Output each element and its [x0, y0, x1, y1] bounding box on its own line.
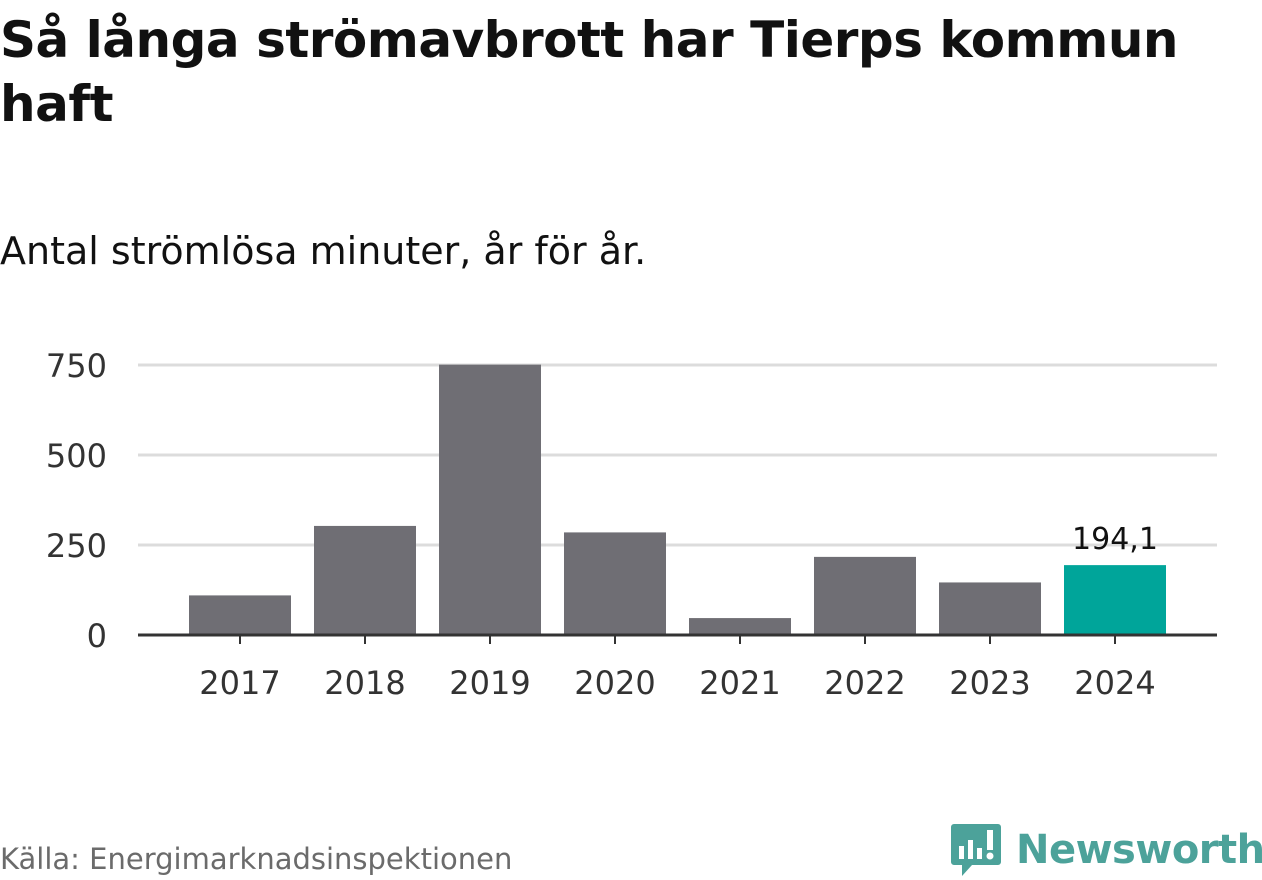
brand-name: Newsworthy	[1016, 827, 1262, 873]
x-tick-label: 2023	[949, 664, 1030, 702]
x-tick-label: 2024	[1074, 664, 1155, 702]
y-tick-label: 250	[46, 527, 107, 565]
bar-2021	[689, 618, 791, 635]
x-tick-label: 2017	[199, 664, 280, 702]
x-tick-label: 2018	[324, 664, 405, 702]
bar-2024	[1064, 565, 1166, 635]
x-tick-label: 2019	[449, 664, 530, 702]
bar-chart: 0 250 500 750 2017 2018 2019 2020 2021 2022 2023 20…	[46, 347, 1217, 702]
x-tick-label: 2020	[574, 664, 655, 702]
gridlines	[138, 363, 1217, 547]
data-label: 194,1	[1072, 522, 1158, 557]
y-tick-label: 500	[46, 437, 107, 475]
bar-2018	[314, 525, 416, 635]
x-tick-label: 2022	[824, 664, 905, 702]
source-note: Källa: Energimarknadsinspektionen	[0, 842, 513, 876]
bar-2020	[564, 532, 666, 635]
bar-2017	[189, 595, 291, 635]
bar-2023	[939, 582, 1041, 635]
y-tick-label: 750	[46, 347, 107, 385]
y-tick-label: 0	[87, 617, 107, 655]
labels: 0 250 500 750 2017 2018 2019 2020 2021 2022 2023 20…	[46, 347, 1158, 702]
bar-2022	[814, 556, 916, 635]
bar-2019	[439, 364, 541, 635]
bars	[189, 364, 1166, 635]
brand-logo: Newsworthy	[950, 820, 1262, 880]
x-tick-label: 2021	[699, 664, 780, 702]
x-axis	[138, 633, 1217, 644]
chart-subtitle: Antal strömlösa minuter, år för år.	[0, 229, 647, 273]
newsworthy-logo-icon	[951, 824, 1001, 876]
chart-title: Så långa strömavbrott har Tierps kommun …	[0, 11, 1179, 133]
